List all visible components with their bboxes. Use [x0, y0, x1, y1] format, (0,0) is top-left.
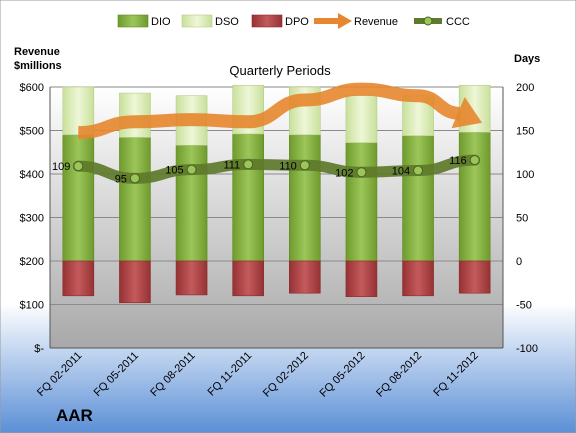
ccc-marker	[129, 173, 140, 184]
legend-label: DIO	[151, 16, 171, 28]
right-tick-label: 200	[516, 82, 534, 94]
dpo-bar	[289, 260, 321, 294]
dso-bar	[345, 95, 378, 143]
bars	[62, 84, 491, 304]
legend-swatch-marker	[423, 16, 433, 26]
dpo-bar	[175, 260, 208, 296]
ccc-marker	[73, 161, 84, 172]
right-tick-label: 150	[516, 126, 534, 138]
dio-bar	[402, 135, 434, 262]
dio-bar	[289, 134, 321, 262]
ccc-marker	[243, 159, 254, 170]
chart-subtitle: Quarterly Periods	[229, 63, 331, 78]
legend-label: DPO	[285, 16, 309, 28]
dpo-bar	[345, 260, 378, 297]
dio-bar	[458, 131, 491, 262]
ccc-data-label: 109	[52, 161, 70, 173]
left-tick-label: $-	[34, 343, 44, 355]
dpo-bar	[119, 260, 151, 304]
ccc-data-label: 95	[115, 173, 127, 185]
dio-bar	[232, 133, 264, 262]
left-tick-label: $100	[20, 300, 44, 312]
legend-swatch	[181, 14, 213, 28]
left-tick-label: $500	[20, 126, 44, 138]
right-tick-label: 100	[516, 169, 534, 181]
left-tick-label: $300	[20, 213, 44, 225]
ccc-data-label: 111	[223, 159, 240, 171]
right-tick-label: 50	[516, 213, 528, 225]
revenue-line	[78, 82, 461, 140]
left-tick-label: $400	[20, 169, 44, 181]
ccc-marker	[413, 165, 424, 176]
ccc-marker	[299, 160, 310, 171]
right-tick-label: -50	[516, 300, 532, 312]
ccc-data-label: 105	[165, 165, 183, 177]
dio-bar	[119, 137, 151, 262]
legend-label: DSO	[215, 16, 239, 28]
legend-label: CCC	[446, 16, 470, 28]
ccc-marker	[469, 155, 480, 166]
legend-swatch-head	[338, 13, 352, 29]
right-tick-label: 0	[516, 256, 522, 268]
dio-bar	[62, 134, 95, 262]
ccc-data-label: 110	[279, 160, 297, 172]
dpo-bar	[62, 260, 95, 297]
legend-label: Revenue	[354, 16, 398, 28]
dpo-bar	[232, 260, 264, 297]
ccc-data-label: 116	[449, 155, 467, 167]
ccc-data-label: 102	[335, 167, 353, 179]
right-tick-label: -100	[516, 343, 538, 355]
legend-swatch	[251, 14, 283, 28]
left-tick-label: $600	[20, 82, 44, 94]
company-name: AAR	[56, 406, 93, 425]
left-axis-title-line1: Revenue	[14, 46, 60, 58]
left-tick-label: $200	[20, 256, 44, 268]
revenue-layer	[78, 82, 483, 140]
ccc-layer: 109 95 105 111 110 102 104 116	[52, 154, 481, 185]
ccc-marker	[186, 164, 197, 175]
dio-bar	[345, 142, 378, 262]
legend: DIO DSO DPO Revenue CCC	[117, 13, 470, 29]
right-axis-title: Days	[514, 53, 540, 65]
dpo-bar	[402, 260, 434, 297]
revenue-arrowhead	[451, 96, 483, 129]
dpo-bar	[458, 260, 491, 294]
dio-bar	[175, 144, 208, 262]
ccc-marker	[356, 167, 367, 178]
legend-swatch	[117, 14, 149, 28]
ccc-data-label: 104	[392, 166, 410, 178]
left-axis-title-line2: $millions	[14, 60, 62, 72]
